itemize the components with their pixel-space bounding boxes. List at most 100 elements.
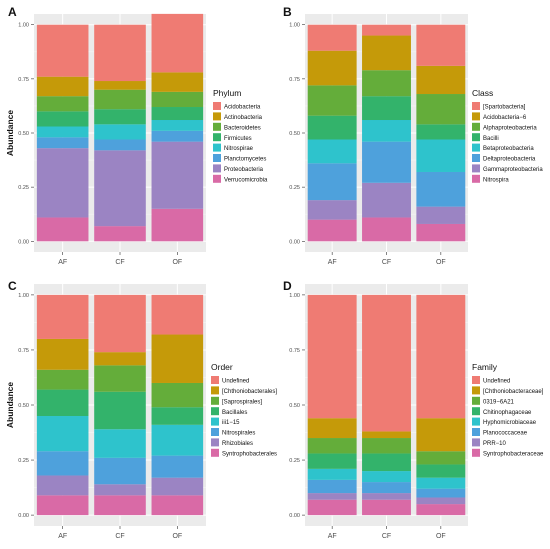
p4-x-tick-label: AF xyxy=(328,533,337,540)
p3-bar-segment-of-8 xyxy=(151,294,204,335)
p1-bar-segment-cf-3 xyxy=(94,139,146,151)
p2-y-tick-label: 0.25 xyxy=(289,185,300,191)
p3-bar-segment-of-3 xyxy=(151,455,204,478)
p1-legend-label: Actinobacteria xyxy=(224,115,263,121)
p3-x-tick-label: CF xyxy=(115,533,124,540)
p1-bar-segment-cf-7 xyxy=(94,81,146,90)
p4-legend-swatch xyxy=(472,386,480,395)
p1-x-tick-label: OF xyxy=(172,259,182,266)
p2-bar-segment-of-8 xyxy=(416,24,466,66)
p3-legend-swatch xyxy=(211,376,219,384)
p4-legend-swatch xyxy=(472,438,480,447)
p4-bar-segment-af-8 xyxy=(307,294,357,419)
p3-y-tick-label: 0.50 xyxy=(18,403,29,409)
p2-legend-label: Nitrospira xyxy=(483,177,509,183)
p3-bar-segment-cf-5 xyxy=(94,391,146,430)
p3-legend-label: [Saprospirales] xyxy=(222,399,262,405)
p1-bar-segment-of-3 xyxy=(151,130,204,142)
p1-legend-swatch xyxy=(213,102,221,110)
p2-bar-segment-af-6 xyxy=(307,85,357,116)
p4-legend-label: Undefined xyxy=(483,379,510,385)
p1-bar-segment-of-2 xyxy=(151,141,204,209)
p1-bar-segment-af-6 xyxy=(36,96,89,112)
p4-bar-segment-of-7 xyxy=(416,418,466,452)
p3-bar-segment-af-8 xyxy=(36,294,89,339)
p3-bar-segment-af-1 xyxy=(36,495,89,516)
p4-bar-segment-of-4 xyxy=(416,477,466,489)
p4-bar-segment-of-1 xyxy=(416,504,466,516)
p2-legend-swatch xyxy=(472,143,480,152)
p4-bar-segment-af-4 xyxy=(307,468,357,480)
p1-legend-label: Firmicutes xyxy=(224,136,252,142)
p2-x-tick-label: AF xyxy=(328,259,337,266)
p4-bar-segment-of-8 xyxy=(416,294,466,419)
p2-legend-label: Gammaproteobacteria xyxy=(483,167,543,173)
p4-bar-segment-cf-7 xyxy=(362,431,411,439)
p2-y-tick-label: 1.00 xyxy=(289,23,300,29)
p3-bar-segment-af-5 xyxy=(36,389,89,417)
p1-bar-segment-of-6 xyxy=(151,91,204,108)
p3-bar-segment-af-3 xyxy=(36,451,89,476)
p4-legend-swatch xyxy=(472,417,480,426)
p2-legend-label: Deltaproteobacteria xyxy=(483,157,536,163)
p3-legend-label: Bacillales xyxy=(222,410,247,416)
p4-bar-segment-af-7 xyxy=(307,418,357,439)
p2-bar-segment-af-7 xyxy=(307,50,357,86)
p2-bar-segment-af-3 xyxy=(307,163,357,201)
p4-bar-segment-of-2 xyxy=(416,497,466,505)
p2-bar-segment-cf-7 xyxy=(362,35,411,71)
p1-y-tick-label: 0.00 xyxy=(18,239,29,245)
p1-bar-segment-af-3 xyxy=(36,137,89,149)
p2-legend-label: Acidobacteria−6 xyxy=(483,115,527,121)
p3-x-tick-label: OF xyxy=(172,533,182,540)
p4-bar-segment-af-1 xyxy=(307,499,357,516)
p4-legend-swatch xyxy=(472,448,480,457)
p3-bar-segment-of-2 xyxy=(151,477,204,496)
p4-bar-segment-cf-6 xyxy=(362,438,411,454)
p2-bar-segment-af-1 xyxy=(307,219,357,242)
p1-panel-letter: A xyxy=(8,5,17,19)
p3-legend-swatch xyxy=(211,386,219,395)
p1-legend-swatch xyxy=(213,164,221,173)
p4-y-tick-label: 0.25 xyxy=(289,458,300,464)
p1-bar-segment-cf-6 xyxy=(94,89,146,110)
p3-bar-segment-cf-2 xyxy=(94,484,146,496)
p1-legend-label: Acidobacteria xyxy=(224,105,261,111)
p4-bar-segment-cf-5 xyxy=(362,453,411,472)
p3-y-tick-label: 1.00 xyxy=(18,293,29,299)
p1-bar-segment-of-4 xyxy=(151,120,204,131)
p2-legend-label: Bacilli xyxy=(483,136,499,142)
p1-legend-swatch xyxy=(213,143,221,152)
p2-bar-segment-cf-5 xyxy=(362,96,411,121)
p3-bar-segment-cf-6 xyxy=(94,365,146,392)
p4-legend-label: Planococcaceae xyxy=(483,431,528,437)
p4-bar-segment-of-3 xyxy=(416,488,466,498)
p2-bar-segment-of-3 xyxy=(416,171,466,207)
p2-bar-segment-of-7 xyxy=(416,65,466,95)
p2-bar-segment-af-4 xyxy=(307,139,357,164)
p4-bar-segment-af-3 xyxy=(307,479,357,494)
p4-legend-label: [Chthoniobacteraceae] xyxy=(483,389,544,395)
p2-bar-segment-of-6 xyxy=(416,94,466,125)
p3-legend-swatch xyxy=(211,448,219,457)
p1-y-tick-label: 0.50 xyxy=(18,131,29,137)
p2-y-tick-label: 0.00 xyxy=(289,239,300,245)
p3-bar-segment-cf-8 xyxy=(94,294,146,353)
p3-legend-label: Rhizobiales xyxy=(222,441,253,447)
p3-bar-segment-of-4 xyxy=(151,424,204,456)
p4-panel-letter: D xyxy=(283,279,292,293)
p1-bar-segment-cf-2 xyxy=(94,150,146,227)
p1-bar-segment-of-7 xyxy=(151,72,204,92)
p3-legend-swatch xyxy=(211,417,219,426)
p3-legend-swatch xyxy=(211,438,219,447)
p4-legend-swatch xyxy=(472,376,480,384)
p1-bar-segment-af-5 xyxy=(36,111,89,127)
p4-x-tick-label: CF xyxy=(382,533,391,540)
p2-panel-letter: B xyxy=(283,5,292,19)
p3-legend-label: iii1−15 xyxy=(222,420,240,426)
p3-bar-segment-of-7 xyxy=(151,334,204,383)
p2-bar-segment-af-2 xyxy=(307,200,357,220)
p4-y-tick-label: 0.00 xyxy=(289,513,300,519)
p4-y-tick-label: 0.75 xyxy=(289,348,300,354)
p1-legend-label: Proteobacteria xyxy=(224,167,264,173)
